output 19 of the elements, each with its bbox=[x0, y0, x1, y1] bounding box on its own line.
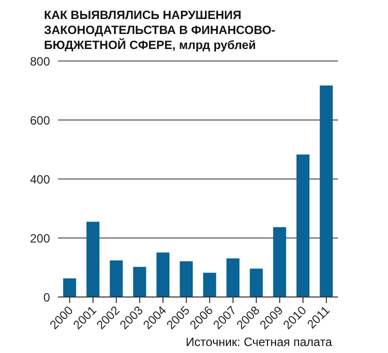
y-tick-label: 200 bbox=[30, 231, 50, 246]
bar bbox=[110, 260, 123, 297]
bar bbox=[86, 222, 100, 297]
y-tick-label: 0 bbox=[43, 290, 50, 304]
bar bbox=[250, 268, 263, 297]
y-tick-label: 800 bbox=[30, 54, 50, 68]
bar bbox=[320, 85, 333, 297]
bar bbox=[273, 227, 286, 297]
y-tick-label: 600 bbox=[30, 113, 50, 128]
bar bbox=[203, 272, 216, 297]
bar bbox=[180, 261, 193, 297]
y-tick-label: 400 bbox=[30, 172, 50, 186]
bar bbox=[226, 258, 240, 297]
bar bbox=[296, 154, 310, 297]
chart-title: КАК ВЫЯВЛЯЛИСЬ НАРУШЕНИЯ ЗАКОНОДАТЕЛЬСТВА В ФИНАНСОВО-БЮДЖЕТНОЙ СФЕРЕ, млрд рублей bbox=[44, 8, 276, 53]
bar bbox=[156, 252, 170, 297]
text: Источник: Счетная палата bbox=[184, 335, 332, 349]
bar bbox=[63, 278, 76, 297]
bar bbox=[133, 266, 146, 297]
